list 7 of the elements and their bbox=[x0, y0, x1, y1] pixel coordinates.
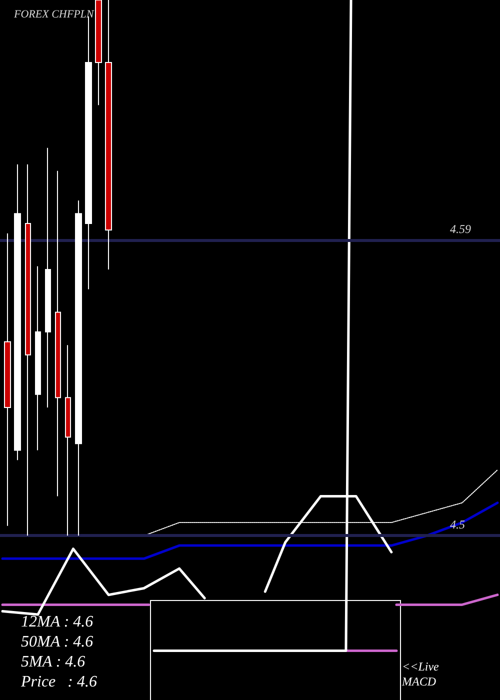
y-tick-label: 4.59 bbox=[450, 222, 471, 236]
annotation: Price : 4.6 bbox=[20, 674, 97, 690]
annotation: 50MA : 4.6 bbox=[21, 634, 94, 650]
annotation: 12MA : 4.6 bbox=[21, 614, 94, 630]
annotation: 5MA : 4.6 bbox=[21, 654, 86, 670]
text: FOREX CHFPLN bbox=[13, 8, 94, 20]
annotation: <<Live MACD bbox=[401, 660, 442, 688]
